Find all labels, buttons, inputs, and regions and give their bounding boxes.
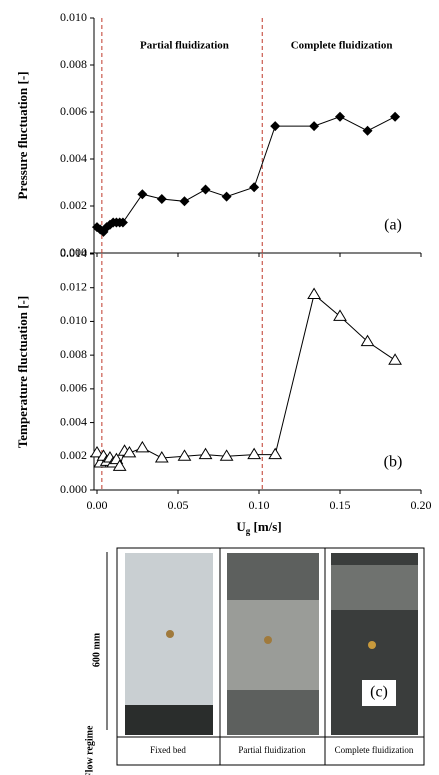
- photo-particle: [166, 630, 174, 638]
- y-tick-label: 0.012: [60, 279, 87, 293]
- point: [249, 182, 260, 193]
- y-tick-label: 0.008: [60, 347, 87, 361]
- photo-particle: [264, 636, 272, 644]
- x-tick-label: 0.05: [168, 498, 189, 512]
- point: [307, 287, 321, 299]
- x-axis-label-main: U: [236, 519, 246, 534]
- photo-panel: (c) 600 mm Flow regime Fixed bed Partial…: [84, 547, 425, 775]
- y-tick-label: 0.002: [60, 448, 87, 462]
- point: [219, 449, 234, 461]
- photo-bubbles: [227, 600, 319, 690]
- panel-label: (b): [384, 454, 403, 471]
- y-tick-label: 0.002: [60, 198, 87, 212]
- point: [156, 193, 167, 204]
- point: [177, 449, 192, 461]
- regime-annotation: Partial fluidization: [140, 40, 229, 52]
- row-label: Flow regime: [84, 725, 95, 775]
- y-tick-label: 0.006: [60, 104, 87, 118]
- point: [270, 121, 281, 132]
- point: [333, 309, 347, 321]
- point: [117, 217, 128, 228]
- regime-label: Complete fluidization: [335, 745, 414, 755]
- point: [309, 121, 320, 132]
- data-line: [96, 116, 396, 233]
- point: [390, 111, 401, 122]
- photo-particle: [368, 641, 376, 649]
- y-tick-label: 0.008: [60, 57, 87, 71]
- photo-fixed-bed: [125, 553, 213, 735]
- label-box: [362, 680, 396, 706]
- y-tick-label: 0.004: [60, 414, 87, 428]
- point: [154, 450, 169, 463]
- height-label: 600 mm: [91, 632, 102, 667]
- photo-bubbles: [331, 565, 418, 610]
- point: [135, 440, 150, 453]
- point: [198, 447, 213, 460]
- y-axis-label: Temperature fluctuation [-]: [15, 296, 30, 448]
- y-tick-label: 0.004: [60, 151, 87, 165]
- x-axis-label: Ug [m/s]: [236, 519, 281, 536]
- y-tick-label: 0.006: [60, 381, 87, 395]
- x-tick-label: 0.00: [87, 498, 108, 512]
- point: [179, 196, 190, 207]
- point: [362, 125, 373, 136]
- y-tick-label: 0.000: [60, 482, 87, 496]
- photo-bed-layer: [125, 705, 213, 735]
- regime-label: Fixed bed: [150, 745, 186, 755]
- point: [360, 334, 375, 347]
- regime-annotation: Complete fluidization: [291, 40, 393, 52]
- point: [112, 459, 127, 471]
- y-axis-label: Pressure fluctuation [-]: [15, 71, 30, 199]
- y-tick-label: 0.014: [60, 246, 87, 260]
- point: [122, 445, 137, 458]
- x-tick-label: 0.10: [249, 498, 270, 512]
- point: [268, 447, 283, 460]
- x-tick-label: 0.20: [411, 498, 432, 512]
- panel-label: (c): [370, 684, 388, 701]
- data-line: [96, 293, 396, 468]
- point: [137, 189, 148, 200]
- y-tick-label: 0.010: [60, 10, 87, 24]
- point: [335, 111, 345, 122]
- panel-label: (a): [384, 217, 402, 234]
- x-axis-label-sub: g: [246, 526, 251, 536]
- regime-label: Partial fluidization: [238, 745, 306, 755]
- y-tick-label: 0.010: [60, 313, 87, 327]
- point: [247, 447, 262, 460]
- panel-frame: [116, 547, 425, 766]
- point: [221, 191, 232, 202]
- point: [200, 184, 211, 195]
- point: [388, 353, 402, 365]
- x-axis-label-unit: [m/s]: [250, 519, 281, 534]
- point: [90, 445, 104, 458]
- y-tick-label: 0.000: [60, 245, 87, 259]
- x-tick-label: 0.15: [330, 498, 351, 512]
